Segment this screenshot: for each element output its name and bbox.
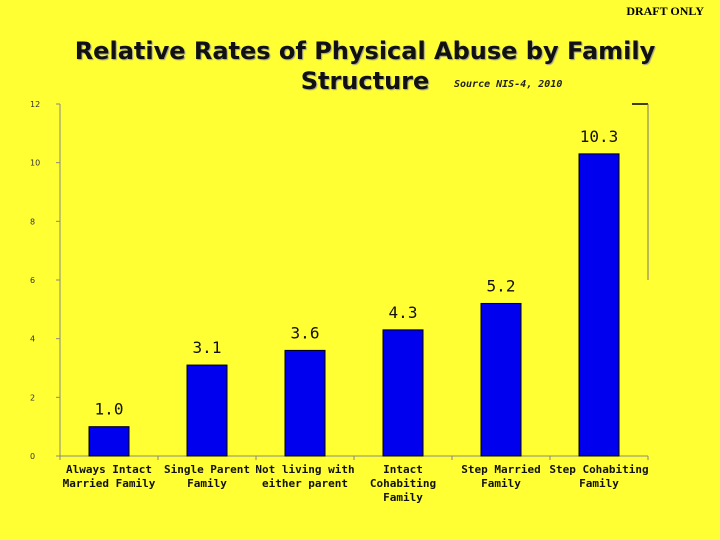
x-category-label: Single Parent Family (155, 463, 259, 491)
y-tick-label: 8 (30, 217, 35, 226)
y-tick-label: 10 (30, 159, 40, 168)
bar-2 (186, 364, 228, 457)
x-category-label: Always Intact Married Family (57, 463, 161, 491)
bar-3 (284, 349, 326, 457)
bar-4 (382, 329, 424, 457)
x-category-label: Intact Cohabiting Family (351, 463, 455, 505)
bar-6 (578, 153, 620, 457)
source-note: Source NIS-4, 2010 (454, 79, 563, 90)
x-category-label-line: Step Married (461, 463, 541, 476)
bar-value-label: 5.2 (487, 276, 516, 295)
y-tick-label: 12 (30, 100, 40, 109)
draft-watermark: DRAFT ONLY (626, 4, 704, 18)
y-tick-label: 4 (30, 335, 35, 344)
y-tick-label: 0 (30, 452, 35, 461)
bar-5 (480, 302, 522, 457)
bar-value-label: 4.3 (389, 303, 418, 322)
y-tick-label: 2 (30, 393, 35, 402)
x-category-label-line: Family (481, 477, 521, 490)
x-category-label-line: Always Intact (65, 463, 153, 476)
bar-value-label: 1.0 (95, 400, 124, 419)
x-category-label-line: Married Family (62, 477, 156, 490)
bar-1 (88, 426, 130, 457)
bar-value-label: 3.6 (291, 323, 320, 342)
x-category-label-line: either parent (261, 477, 349, 490)
x-category-label-line: Intact Cohabiting (369, 463, 437, 490)
bar-value-label: 3.1 (193, 338, 222, 357)
x-category-label: Step Married Family (449, 463, 553, 491)
x-category-label-line: Family (579, 477, 619, 490)
x-category-label-line: Family (187, 477, 227, 490)
bar-value-label: 10.3 (580, 127, 619, 146)
x-category-label: Not living with either parent (253, 463, 357, 491)
x-category-label-line: Single Parent (163, 463, 251, 476)
y-tick-label: 6 (30, 276, 35, 285)
x-category-label-line: Not living with (255, 463, 355, 476)
x-category-label-line: Family (383, 491, 423, 504)
x-category-label-line: Step Cohabiting (549, 463, 649, 476)
x-category-label: Step Cohabiting Family (547, 463, 651, 491)
chart-title: Relative Rates of Physical Abuse by Fami… (74, 37, 656, 95)
